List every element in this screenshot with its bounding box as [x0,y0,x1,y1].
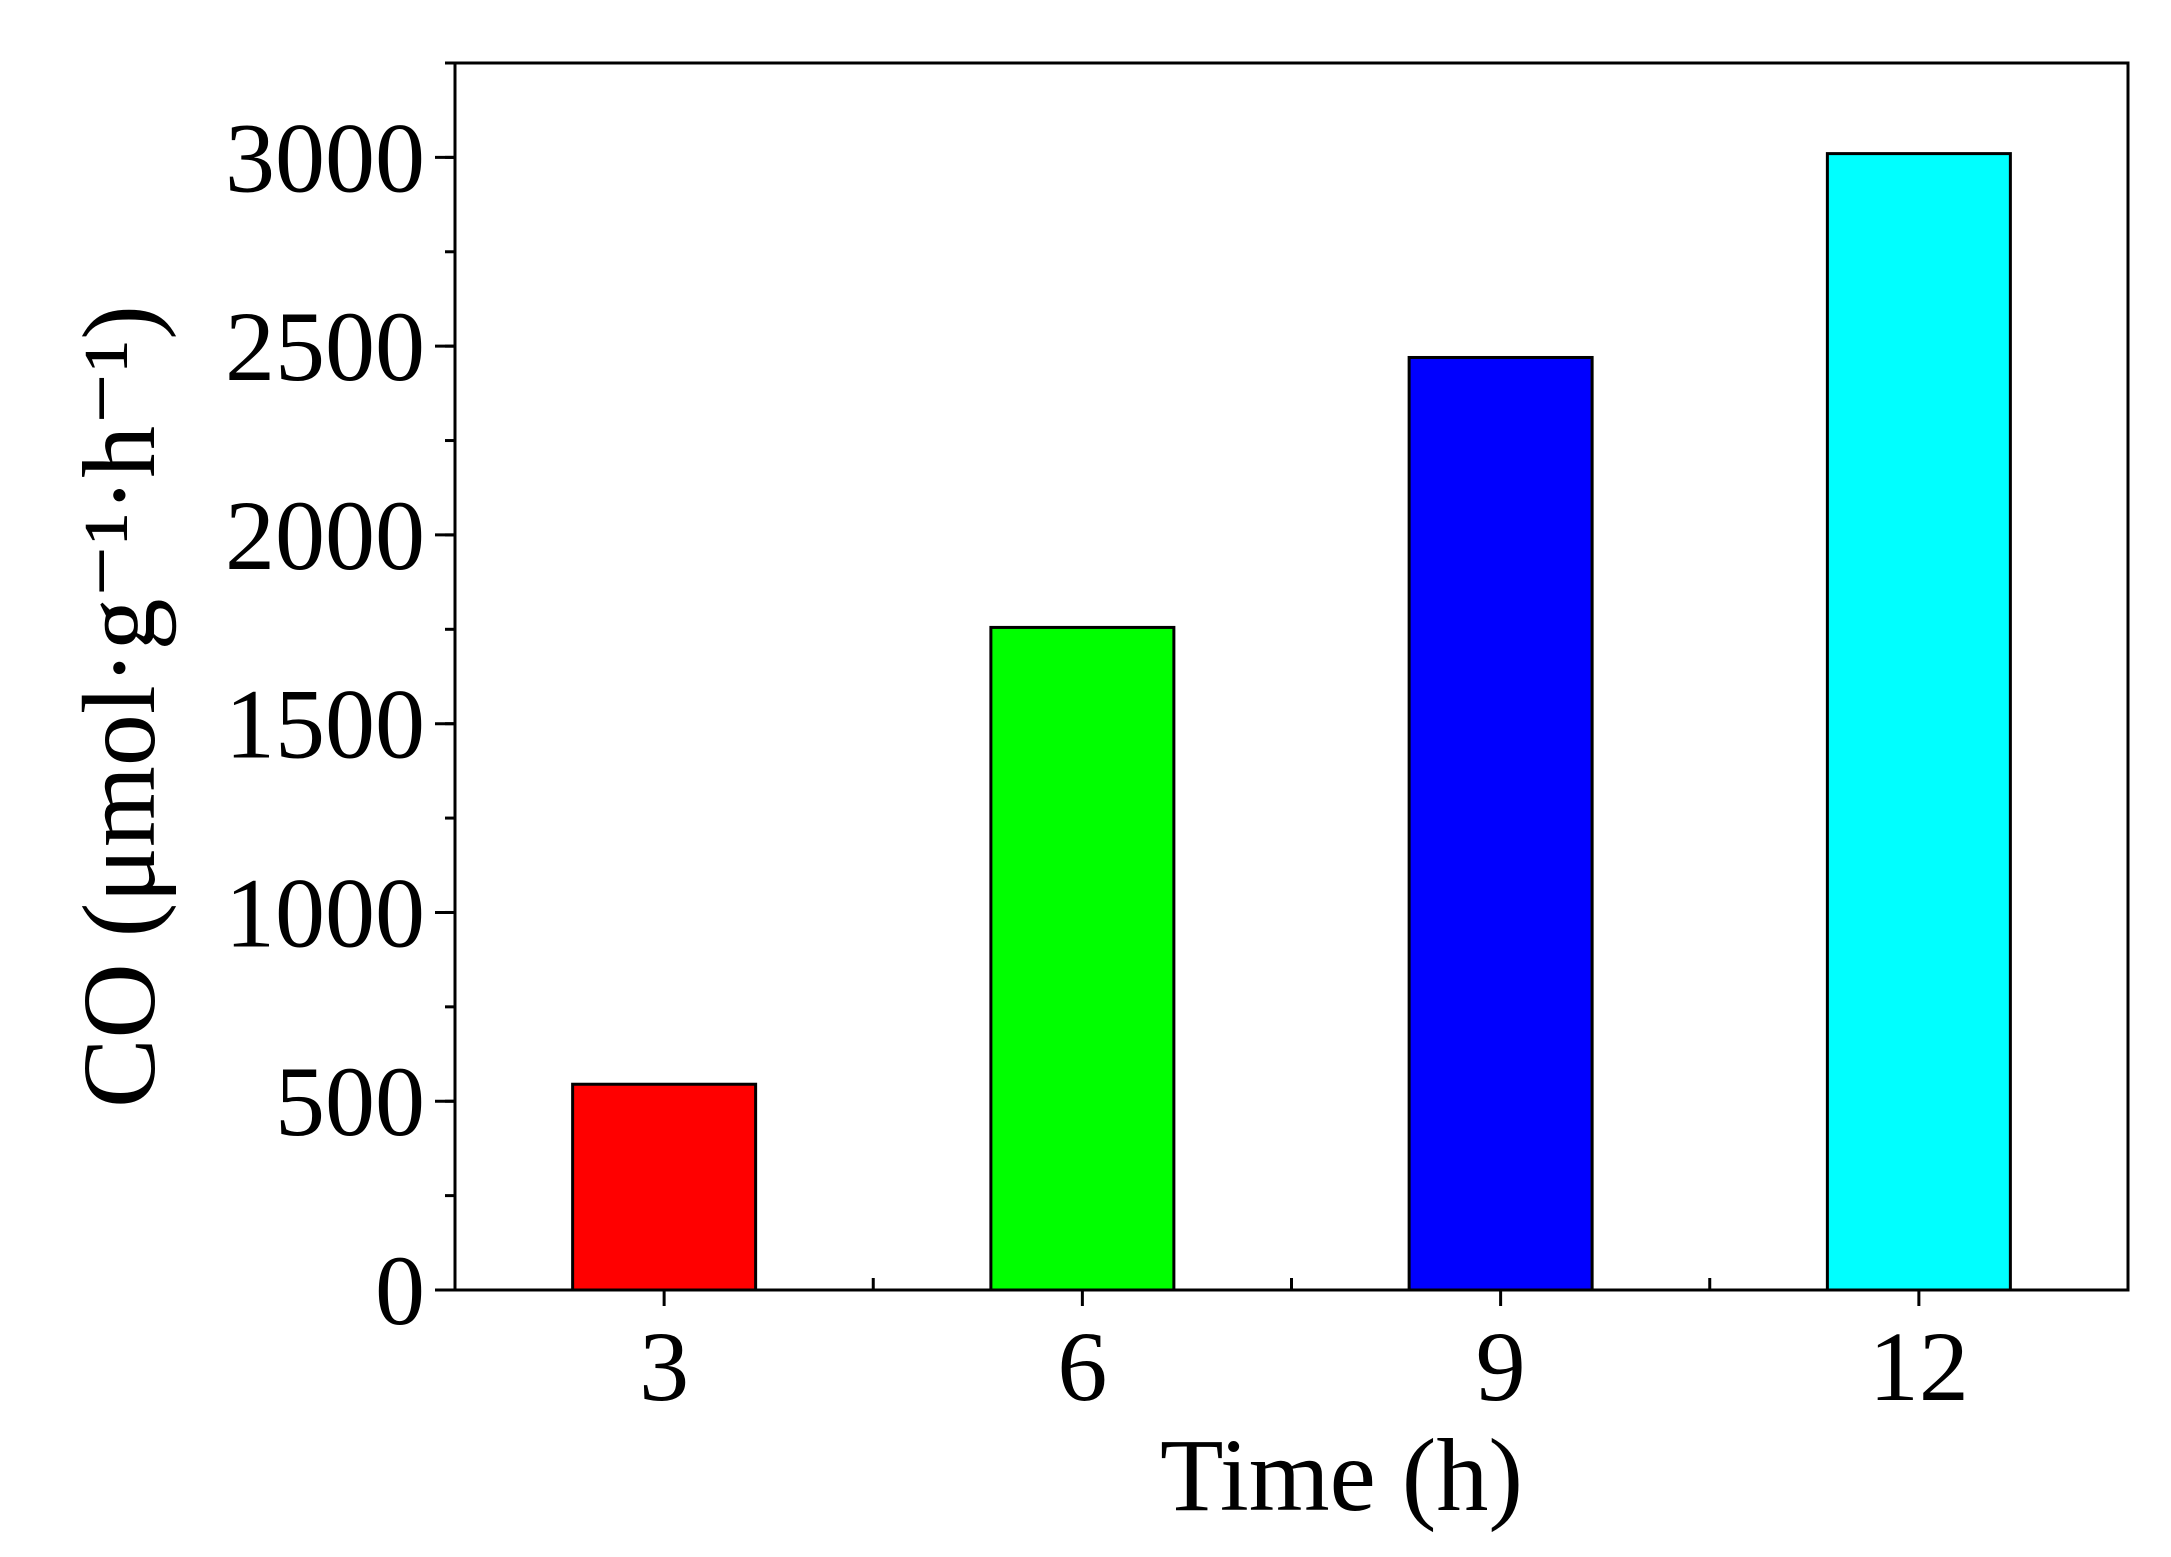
y-tick-label: 0 [375,1235,425,1346]
y-tick-label: 500 [275,1046,425,1157]
y-tick-label: 2000 [225,480,425,591]
x-axis-title: Time (h) [1160,1418,1523,1533]
x-tick-label: 6 [1057,1311,1107,1422]
bar-12 [1825,152,2012,1292]
bar-9 [1407,355,1594,1292]
y-axis-title: CO (μmol·g⁻¹·h⁻¹) [62,305,177,1108]
y-axis-ticks: 0 500 1000 1500 2000 2500 3000 [225,102,455,1346]
bar-3 [571,1082,758,1292]
x-axis-ticks: 3 6 9 12 [639,1278,1969,1422]
x-tick-label: 12 [1869,1311,1969,1422]
y-tick-label: 2500 [225,291,425,402]
y-tick-label: 1000 [225,857,425,968]
y-tick-label: 1500 [225,669,425,780]
x-tick-label: 3 [639,1311,689,1422]
x-tick-label: 9 [1476,1311,1526,1422]
bar-6 [989,625,1176,1292]
bars [571,152,2012,1292]
y-tick-label: 3000 [225,102,425,213]
